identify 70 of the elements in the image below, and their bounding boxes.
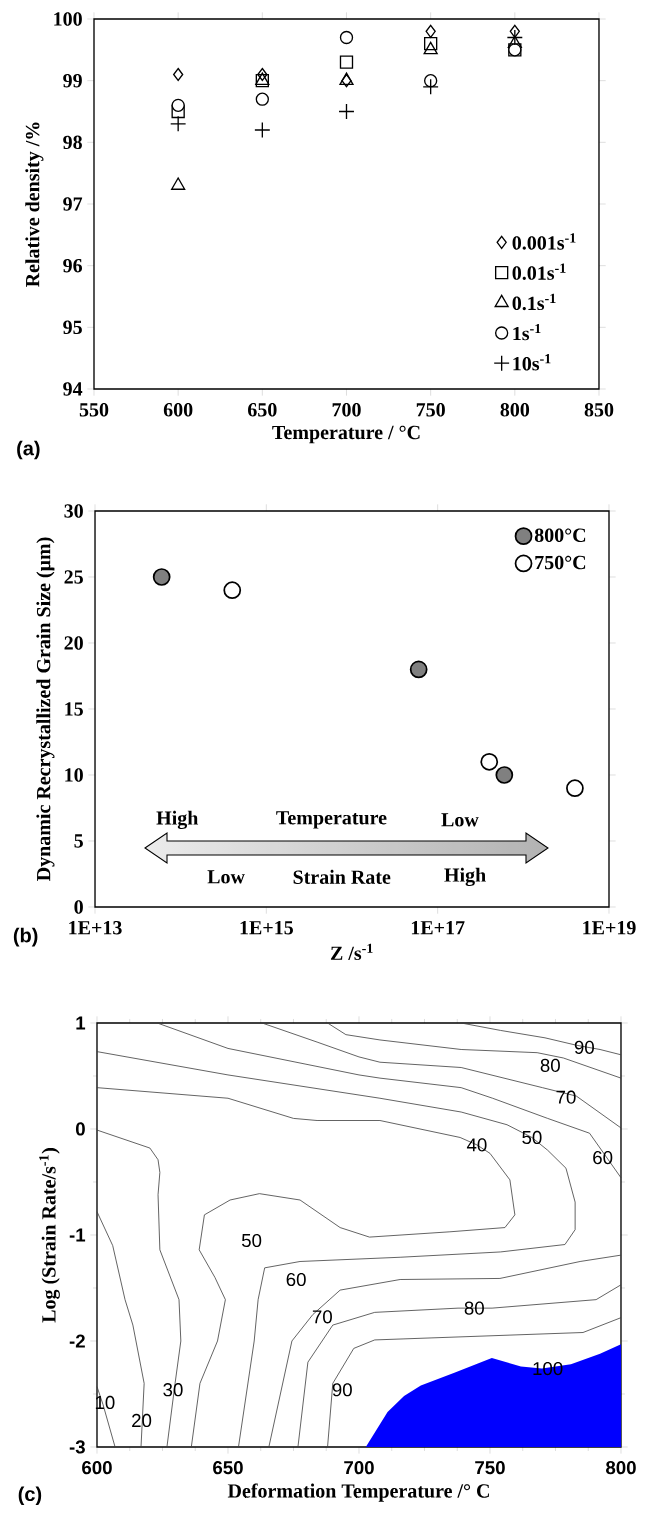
x-tick-label: 800 — [606, 1461, 636, 1475]
annotation: High — [444, 867, 486, 887]
x-tick-label: 600 — [82, 1461, 112, 1475]
x-tick-label: 800 — [500, 403, 530, 417]
x-tick-label: 750 — [416, 403, 445, 417]
legend-label: 0.001s$^{-1}$ — [512, 233, 576, 250]
annotation: 80 — [540, 1058, 560, 1073]
y-tick-label: 1 — [76, 1016, 86, 1030]
y-tick-label: 100 — [54, 12, 82, 26]
annotation: 80 — [464, 1301, 484, 1315]
y-tick-label: -3 — [69, 1440, 85, 1454]
annotation: Strain Rate — [293, 869, 391, 884]
annotation: 60 — [593, 1150, 613, 1165]
annotation: High — [156, 810, 199, 830]
annotation: 70 — [556, 1090, 576, 1104]
x-tick-label: 1E+13 — [69, 921, 122, 935]
x-tick-label: 1E+19 — [583, 921, 636, 935]
annotation: 20 — [132, 1413, 152, 1428]
x-tick-label: 650 — [248, 403, 277, 417]
legend-label: 800°C — [534, 528, 586, 542]
x-tick-label: 550 — [79, 403, 109, 417]
y-tick-label: 95 — [63, 320, 82, 335]
x-tick-label: 700 — [332, 403, 361, 417]
x-tick-label: 1E+15 — [240, 921, 293, 935]
legend-label: 0.01s$^{-1}$ — [512, 263, 566, 280]
legend-label: 1s$^{-1}$ — [513, 323, 541, 341]
y-tick-label: 15 — [65, 702, 83, 716]
x-tick-label: 750 — [475, 1461, 505, 1475]
text: (b) — [13, 927, 38, 947]
x-axis-title: Deformation Temperature /° C — [227, 1483, 489, 1502]
y-tick-label: 30 — [64, 504, 83, 518]
y-tick-label: -1 — [69, 1228, 86, 1242]
annotation: Temperature — [276, 811, 387, 829]
y-tick-label: 99 — [63, 73, 82, 88]
y-tick-label: 20 — [64, 636, 83, 650]
x-tick-label: 650 — [213, 1461, 243, 1475]
y-tick-label: -2 — [69, 1334, 85, 1348]
annotation: 60 — [286, 1272, 306, 1287]
x-axis-title: Temperature / °C — [272, 425, 420, 444]
y-tick-label: 94 — [63, 382, 83, 396]
y-tick-label: 0 — [75, 1122, 85, 1136]
text: (c) — [18, 1486, 42, 1506]
annotation: 30 — [163, 1383, 183, 1397]
annotation: 50 — [241, 1233, 262, 1248]
annotation: 90 — [574, 1040, 594, 1054]
y-tick-label: 25 — [64, 570, 83, 584]
annotation: Low — [207, 870, 245, 884]
x-tick-label: 1E+17 — [411, 921, 465, 935]
y-axis-title: Log (Strain Rate/s$^{-1}$) — [39, 1148, 60, 1323]
annotation: 40 — [466, 1138, 487, 1152]
y-tick-label: 96 — [63, 258, 83, 273]
y-axis-title: Dynamic Recrystallized Grain Size (μm) — [36, 537, 55, 881]
legend-label: 0.1s$^{-1}$ — [512, 293, 556, 311]
x-tick-label: 850 — [584, 403, 614, 417]
annotation: 70 — [312, 1310, 332, 1324]
y-tick-label: 5 — [74, 834, 83, 848]
legend-label: 750°C — [535, 555, 586, 570]
y-tick-label: 0 — [74, 900, 83, 914]
y-tick-label: 10 — [65, 768, 83, 782]
x-tick-label: 700 — [344, 1461, 374, 1475]
y-axis-title: Relative density /% — [25, 122, 44, 287]
annotation: Low — [441, 813, 479, 827]
x-axis-title: Z /s$^{-1}$ — [330, 943, 373, 961]
legend-label: 10s$^{-1}$ — [513, 354, 551, 371]
x-tick-label: 600 — [163, 403, 193, 417]
annotation: 90 — [332, 1383, 352, 1397]
annotation: 50 — [522, 1130, 542, 1145]
y-tick-label: 97 — [63, 197, 83, 211]
text: (a) — [17, 440, 40, 460]
y-tick-label: 98 — [63, 135, 82, 150]
